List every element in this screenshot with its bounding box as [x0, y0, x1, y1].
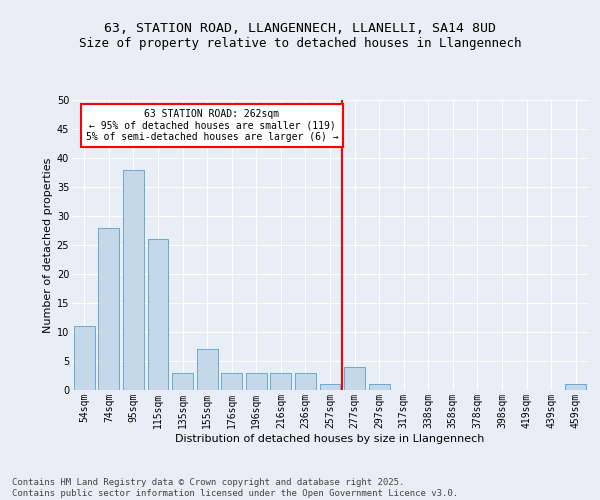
Bar	[565, 384, 586, 390]
Bar	[98, 228, 119, 390]
Bar	[368, 384, 389, 390]
Bar	[123, 170, 144, 390]
Bar	[246, 372, 267, 390]
Bar	[271, 372, 292, 390]
Bar	[197, 350, 218, 390]
X-axis label: Distribution of detached houses by size in Llangennech: Distribution of detached houses by size …	[175, 434, 485, 444]
Y-axis label: Number of detached properties: Number of detached properties	[43, 158, 53, 332]
Bar	[172, 372, 193, 390]
Bar	[320, 384, 340, 390]
Text: Size of property relative to detached houses in Llangennech: Size of property relative to detached ho…	[79, 38, 521, 51]
Text: 63, STATION ROAD, LLANGENNECH, LLANELLI, SA14 8UD: 63, STATION ROAD, LLANGENNECH, LLANELLI,…	[104, 22, 496, 36]
Bar	[295, 372, 316, 390]
Text: 63 STATION ROAD: 262sqm
← 95% of detached houses are smaller (119)
5% of semi-de: 63 STATION ROAD: 262sqm ← 95% of detache…	[86, 108, 338, 142]
Bar	[148, 239, 169, 390]
Bar	[221, 372, 242, 390]
Text: Contains HM Land Registry data © Crown copyright and database right 2025.
Contai: Contains HM Land Registry data © Crown c…	[12, 478, 458, 498]
Bar	[74, 326, 95, 390]
Bar	[344, 367, 365, 390]
